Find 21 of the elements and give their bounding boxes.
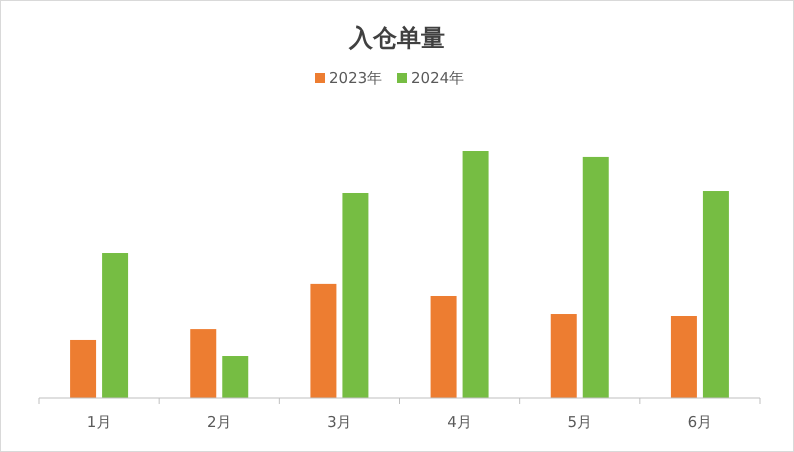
legend-label: 2023年 bbox=[329, 69, 382, 87]
bar bbox=[70, 340, 96, 398]
x-tick-label: 6月 bbox=[688, 413, 712, 431]
bar bbox=[102, 253, 128, 398]
bar bbox=[462, 151, 489, 398]
x-tick-label: 4月 bbox=[447, 413, 472, 431]
bar bbox=[342, 192, 368, 398]
bar bbox=[670, 316, 697, 398]
chart-title: 入仓单量 bbox=[348, 24, 445, 52]
bar bbox=[310, 284, 336, 398]
bar bbox=[702, 191, 729, 398]
bar bbox=[550, 314, 577, 398]
x-tick-label: 3月 bbox=[327, 413, 352, 431]
bar bbox=[222, 356, 248, 398]
x-tick-label: 2月 bbox=[206, 413, 232, 431]
legend-label: 2024年 bbox=[411, 69, 464, 87]
bar bbox=[582, 156, 609, 398]
bar bbox=[190, 329, 216, 398]
x-tick-label: 1月 bbox=[86, 413, 112, 431]
x-tick-label: 5月 bbox=[567, 413, 592, 431]
bar bbox=[430, 296, 457, 398]
